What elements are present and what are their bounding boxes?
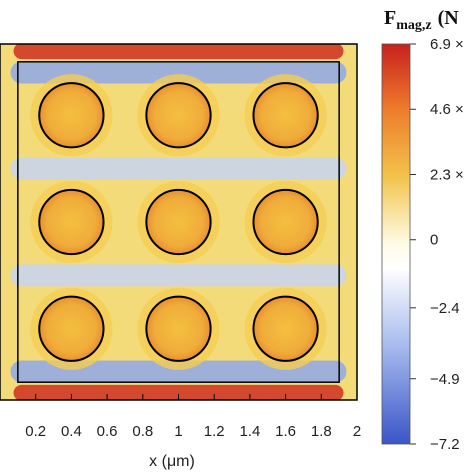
field-band-5 (13, 384, 344, 400)
colorbar-title-subscript: mag,z (396, 18, 431, 33)
colorbar-title-suffix: (N (438, 7, 460, 29)
x-axis-ticks: 0.2 0.4 0.6 0.8 1 1.2 1.4 1.6 1.8 2 (25, 394, 361, 440)
field-band-1 (10, 61, 347, 84)
x-tick-label-3: 0.8 (132, 423, 153, 440)
colorbar-tick-label-1: 4.6 × (430, 101, 464, 118)
field-band-4 (10, 360, 347, 383)
colorbar-tick-label-0: 6.9 × (430, 36, 464, 53)
x-tick-label-7: 1.6 (275, 423, 296, 440)
particle-5 (252, 188, 319, 256)
colorbar: 6.9 × 4.6 × 2.3 × 0 −2.4 −4.9 −7.2 Fmag,z (N (381, 7, 464, 453)
colorbar-gradient (381, 43, 411, 445)
particle-0 (38, 82, 105, 149)
field-band-2 (10, 157, 347, 180)
particle-4 (145, 188, 212, 256)
particle-7 (145, 295, 212, 362)
colorbar-tick-label-3: 0 (430, 232, 438, 249)
x-axis-label: x (μm) (149, 453, 195, 470)
colorbar-title: Fmag,z (N (384, 7, 459, 33)
inner-box (17, 61, 340, 383)
colorbar-tick-label-5: −4.9 (430, 371, 460, 388)
x-tick-label-6: 1.4 (239, 423, 260, 440)
field-band-3 (10, 264, 347, 287)
field-bands (10, 44, 347, 400)
x-tick-label-9: 2 (353, 423, 361, 440)
x-tick-label-2: 0.6 (97, 423, 118, 440)
particle-2 (252, 82, 319, 149)
x-tick-label-5: 1.2 (204, 423, 225, 440)
x-tick-label-8: 1.8 (311, 423, 332, 440)
particle-8 (252, 295, 319, 362)
particles (38, 82, 319, 362)
colorbar-title-main: F (384, 7, 396, 29)
particle-3 (38, 188, 105, 256)
particle-6 (38, 295, 105, 362)
x-tick-label-0: 0.2 (25, 423, 46, 440)
heatmap-plot (0, 44, 357, 400)
x-tick-label-4: 1 (174, 423, 182, 440)
colorbar-tick-label-2: 2.3 × (430, 166, 464, 183)
x-tick-label-1: 0.4 (61, 423, 82, 440)
field-band-0 (13, 44, 344, 60)
colorbar-ticks: 6.9 × 4.6 × 2.3 × 0 −2.4 −4.9 −7.2 (410, 36, 464, 453)
colorbar-tick-label-6: −7.2 (430, 436, 460, 453)
particle-1 (145, 82, 212, 149)
colorbar-tick-label-4: −2.4 (430, 300, 460, 317)
